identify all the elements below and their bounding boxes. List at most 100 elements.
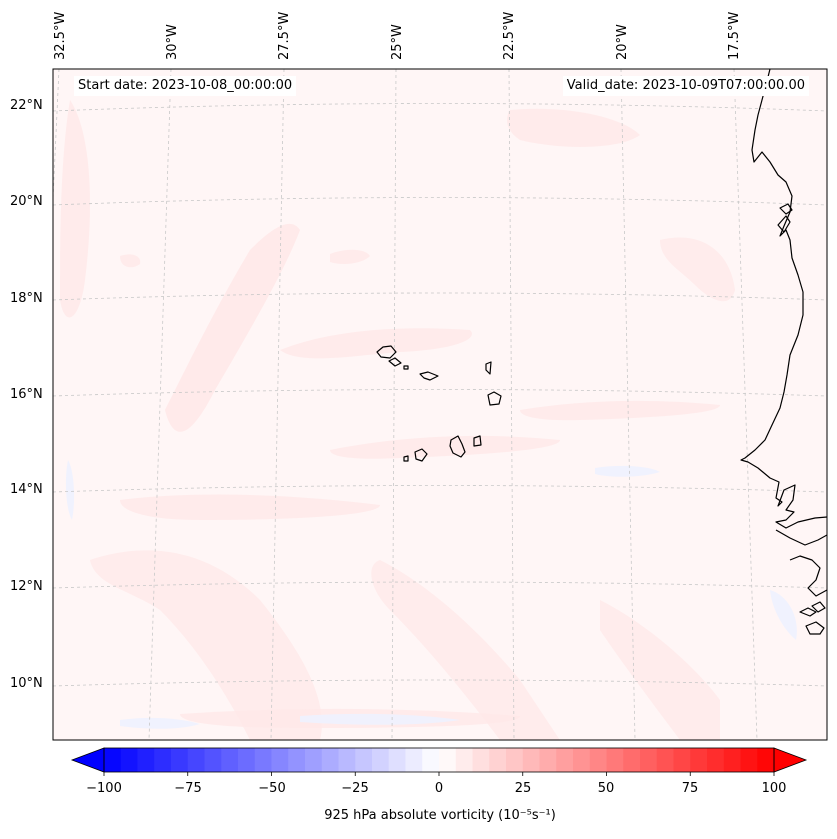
colorbar-tick-label: 75	[681, 781, 699, 796]
vorticity-patch	[120, 254, 141, 268]
graticule-parallel	[53, 679, 827, 687]
colorbar	[70, 747, 808, 776]
colorbar-tick-label: 25	[514, 781, 532, 796]
cape-verde-island	[403, 365, 409, 370]
colorbar-segment	[288, 748, 306, 772]
colorbar-tick-label: −100	[86, 781, 122, 796]
coastline-islet	[779, 203, 793, 215]
cape-verde-island	[403, 455, 409, 462]
colorbar-segment	[137, 748, 155, 772]
graticule-meridian	[508, 69, 515, 740]
cape-verde-island	[449, 435, 466, 458]
colorbar-tick-label: −50	[258, 781, 286, 796]
colorbar-segment	[372, 748, 390, 772]
cape-verde-island	[376, 345, 397, 359]
colorbar-segment	[673, 748, 691, 772]
vorticity-patch	[520, 400, 720, 421]
vorticity-patch	[595, 465, 660, 477]
colorbar-segment	[506, 748, 524, 772]
longitude-label: 22.5°W	[502, 11, 517, 60]
colorbar-tick-label: 50	[597, 781, 615, 796]
colorbar-segment	[271, 748, 289, 772]
colorbar-segment	[321, 748, 340, 772]
latitude-label: 20°N	[10, 194, 43, 209]
vorticity-patch	[280, 328, 472, 359]
vorticity-patches	[60, 100, 797, 740]
latitude-label: 22°N	[10, 98, 43, 113]
colorbar-segment	[221, 748, 239, 772]
colorbar-segment	[539, 748, 557, 772]
colorbar-segment	[405, 748, 423, 772]
vorticity-patch	[660, 237, 735, 302]
latitude-label: 18°N	[10, 291, 43, 306]
graticule-meridian	[391, 69, 397, 740]
longitude-label: 25°W	[390, 24, 405, 60]
vorticity-patch	[300, 713, 460, 725]
colorbar-tick-label: −25	[341, 781, 369, 796]
graticule-parallel	[53, 389, 827, 397]
colorbar-segment	[422, 748, 440, 772]
cape-verde-island	[485, 361, 492, 375]
colorbar-segment	[439, 748, 457, 772]
colorbar-segment	[238, 748, 256, 772]
latitude-label: 10°N	[10, 676, 43, 691]
africa-coastline	[775, 529, 827, 546]
colorbar-segment	[623, 748, 641, 772]
cape-verde-island	[473, 435, 482, 447]
colorbar-segment	[388, 748, 407, 772]
colorbar-segment	[305, 748, 323, 772]
colorbar-segment	[690, 748, 708, 772]
vorticity-patch	[770, 590, 797, 640]
vorticity-patch	[65, 460, 75, 520]
colorbar-segment	[455, 748, 474, 772]
cape-verde-island	[414, 448, 428, 462]
colorbar-segment	[254, 748, 273, 772]
coastlines	[376, 69, 827, 635]
map-frame	[52, 68, 828, 741]
cape-verde-island	[419, 371, 439, 381]
colorbar-segment	[489, 748, 507, 772]
colorbar-segment	[740, 748, 758, 772]
colorbar-segment	[757, 748, 775, 772]
colorbar-tick-label: −75	[174, 781, 202, 796]
africa-coastline	[789, 555, 827, 597]
graticule-parallel	[53, 485, 827, 493]
longitude-label: 32.5°W	[53, 11, 68, 60]
colorbar-segment	[707, 748, 725, 772]
graticule-meridian	[270, 69, 285, 740]
colorbar-segment	[656, 748, 675, 772]
colorbar-segment	[556, 748, 574, 772]
vorticity-patch	[600, 600, 720, 740]
map-graticule	[53, 69, 827, 740]
vorticity-patch	[60, 100, 90, 318]
colorbar-segment	[723, 748, 742, 772]
graticule-meridian	[733, 69, 758, 740]
colorbar-segment	[606, 748, 624, 772]
latitude-label: 16°N	[10, 387, 43, 402]
colorbar-segment	[204, 748, 222, 772]
colorbar-label: 925 hPa absolute vorticity (10⁻⁵s⁻¹)	[324, 808, 556, 823]
coastline-islet	[799, 607, 817, 617]
longitude-label: 17.5°W	[727, 11, 742, 60]
colorbar-segment	[355, 748, 373, 772]
graticule-parallel	[53, 581, 827, 589]
start-date-label: Start date: 2023-10-08_00:00:00	[74, 76, 297, 96]
valid-date-label: Valid_date: 2023-10-09T07:00:00.00	[562, 76, 809, 96]
vorticity-patch	[330, 249, 370, 264]
colorbar-segment	[589, 748, 608, 772]
coastline-islet	[777, 215, 791, 233]
graticule-parallel	[53, 292, 827, 301]
colorbar-segment	[154, 748, 172, 772]
coastline-islet	[811, 601, 826, 613]
colorbar-extend-min	[70, 747, 105, 773]
africa-coastline	[740, 69, 827, 529]
graticule-parallel	[53, 103, 827, 112]
graticule-meridian	[148, 69, 172, 740]
colorbar-segment	[120, 748, 139, 772]
colorbar-segment	[104, 748, 122, 772]
vorticity-patch	[120, 494, 380, 520]
colorbar-segment	[522, 748, 541, 772]
cape-verde-island	[487, 391, 502, 406]
